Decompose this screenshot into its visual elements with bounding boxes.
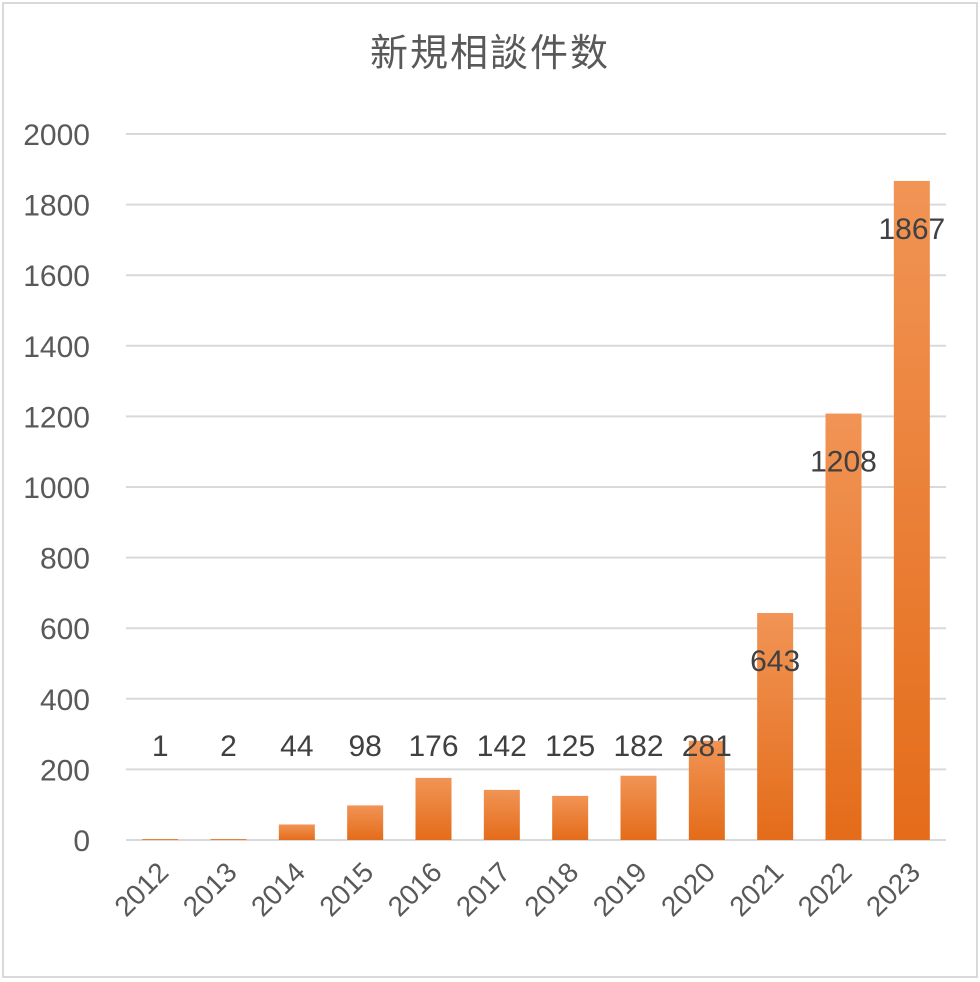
bar [825,413,862,840]
y-tick-label: 1200 [23,401,90,434]
x-tick-label: 2023 [860,856,926,922]
x-tick-label: 2022 [792,856,858,922]
y-tick-label: 1400 [23,331,90,364]
x-tick-label: 2013 [177,856,243,922]
gridlines [126,133,946,841]
y-tick-label: 800 [40,543,90,576]
data-label: 176 [408,730,458,763]
bar [210,839,247,840]
x-tick-label: 2014 [245,856,311,922]
bar [347,805,384,840]
data-label: 643 [750,645,800,678]
y-tick-label: 600 [40,613,90,646]
data-label: 98 [348,730,381,763]
y-tick-label: 1600 [23,260,90,293]
bar [688,740,725,840]
data-label: 44 [280,730,313,763]
y-tick-label: 1000 [23,472,90,505]
chart-title: 新規相談件数 [369,31,610,75]
y-tick-label: 1800 [23,190,90,223]
bars [142,180,930,841]
x-tick-label: 2021 [723,856,789,922]
x-tick-label: 2017 [450,856,516,922]
bar [278,824,315,840]
x-tick-label: 2012 [108,856,174,922]
bar [757,613,794,840]
y-tick-label: 0 [73,825,90,858]
bar [893,180,930,841]
bar [483,789,520,840]
data-label: 142 [477,730,527,763]
data-label: 1867 [878,213,945,246]
y-tick-label: 200 [40,754,90,787]
x-axis-ticks: 2012 2013 2014 2015 2016 2017 2018 2019 2020 2021… [108,856,926,922]
bar [142,839,179,840]
data-label: 182 [613,730,663,763]
bar [620,775,657,840]
x-tick-label: 2018 [518,856,584,922]
bar [415,777,452,840]
x-tick-label: 2015 [313,856,379,922]
y-axis-ticks: 0 200 400 600 800 1000 1200 1400 1600 1800 2000 [23,119,90,858]
y-tick-label: 2000 [23,119,90,152]
data-label: 1 [152,730,169,763]
data-label: 281 [682,730,732,763]
y-tick-label: 400 [40,684,90,717]
bar [552,795,589,840]
data-labels: 1 2 44 98 176 142 125 182 281 643 1208 1867 [152,213,945,763]
x-tick-label: 2019 [587,856,653,922]
x-tick-label: 2020 [655,856,721,922]
data-label: 125 [545,730,595,763]
x-tick-label: 2016 [382,856,448,922]
data-label: 1208 [810,446,877,479]
data-label: 2 [220,730,237,763]
